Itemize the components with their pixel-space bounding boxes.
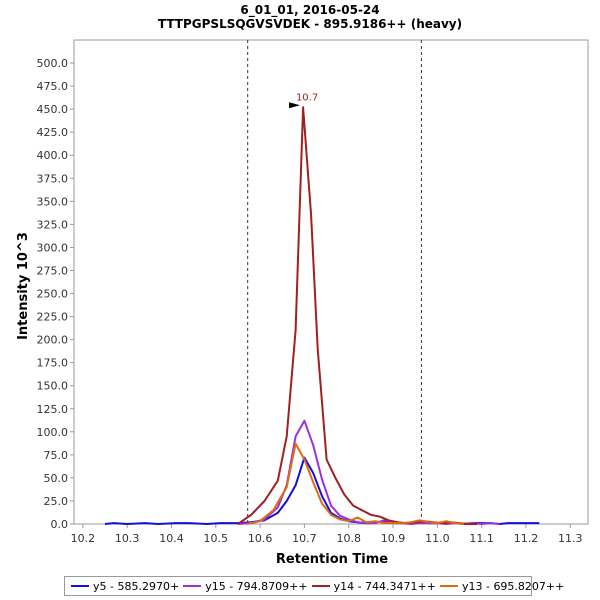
- legend: y5 - 585.2970+ y15 - 794.8709++ y14 - 744.…: [64, 576, 564, 596]
- x-tick-label: 10.6: [248, 532, 273, 545]
- y-tick-label: 475.0: [37, 80, 69, 93]
- y-tick-label: 0.0: [51, 518, 69, 531]
- peak-annotation: 10.7: [289, 92, 318, 109]
- x-tick-label: 10.2: [71, 532, 96, 545]
- x-axis: 10.2 10.3 10.4 10.5 10.6 10.7 10.8 10.9 11.0 11.1…: [71, 524, 583, 545]
- legend-label: y13 - 695.8207++: [461, 579, 565, 593]
- x-tick-label: 10.8: [336, 532, 361, 545]
- peak-boundaries: [247, 40, 422, 524]
- legend-item: y13 - 695.8207++: [439, 579, 565, 593]
- x-tick-label: 11.0: [425, 532, 450, 545]
- x-tick-label: 10.5: [204, 532, 229, 545]
- y-tick-label: 50.0: [44, 472, 69, 485]
- legend-item: y15 - 794.8709++: [183, 579, 308, 593]
- x-tick-label: 10.3: [115, 532, 140, 545]
- plot-area: [73, 39, 589, 525]
- y-tick-label: 425.0: [37, 126, 69, 139]
- y-tick-label: 500.0: [37, 57, 69, 70]
- x-tick-label: 11.1: [469, 532, 494, 545]
- y-axis: 0.0 25.0 50.0 75.0 100.0 125.0 150.0 175.0 200.0…: [37, 57, 74, 531]
- series-line-y13: [246, 442, 465, 525]
- y-tick-label: 325.0: [37, 218, 69, 231]
- legend-swatch: [71, 585, 89, 587]
- x-tick-label: 10.9: [381, 532, 406, 545]
- y-tick-label: 150.0: [37, 380, 69, 393]
- series-lines: [104, 106, 540, 525]
- legend-label: y5 - 585.2970+: [93, 579, 180, 593]
- y-tick-label: 375.0: [37, 172, 69, 185]
- legend-swatch: [439, 585, 458, 587]
- chart-subtitle: TTTPGPSLSQGVSVDEK - 895.9186++ (heavy): [158, 17, 462, 31]
- y-tick-label: 275.0: [37, 264, 69, 277]
- legend-swatch: [183, 585, 202, 587]
- legend-label: y14 - 744.3471++: [333, 579, 436, 593]
- y-tick-label: 225.0: [37, 311, 69, 324]
- legend-swatch: [311, 585, 330, 587]
- y-tick-label: 75.0: [44, 449, 69, 462]
- y-tick-label: 125.0: [37, 403, 69, 416]
- y-tick-label: 25.0: [44, 495, 69, 508]
- peak-arrow-icon: [289, 102, 301, 109]
- x-tick-label: 11.2: [514, 532, 539, 545]
- y-tick-label: 450.0: [37, 103, 69, 116]
- x-axis-label: Retention Time: [276, 552, 388, 567]
- y-axis-label: Intensity 10^3: [16, 232, 31, 340]
- y-tick-label: 400.0: [37, 149, 69, 162]
- legend-item: y5 - 585.2970+: [71, 580, 179, 593]
- peak-label: 10.7: [296, 92, 318, 103]
- y-tick-label: 175.0: [37, 357, 69, 370]
- y-tick-label: 250.0: [37, 288, 69, 301]
- y-tick-label: 350.0: [37, 195, 69, 208]
- x-tick-label: 10.4: [159, 532, 184, 545]
- y-tick-label: 200.0: [37, 334, 69, 347]
- chart-title: 6_01_01, 2016-05-24: [240, 3, 379, 18]
- legend-label: y15 - 794.8709++: [205, 579, 308, 593]
- y-tick-label: 300.0: [37, 241, 69, 254]
- legend-item: y14 - 744.3471++: [311, 579, 436, 593]
- x-tick-label: 11.3: [558, 532, 583, 545]
- x-tick-label: 10.7: [292, 532, 317, 545]
- y-tick-label: 100.0: [37, 426, 69, 439]
